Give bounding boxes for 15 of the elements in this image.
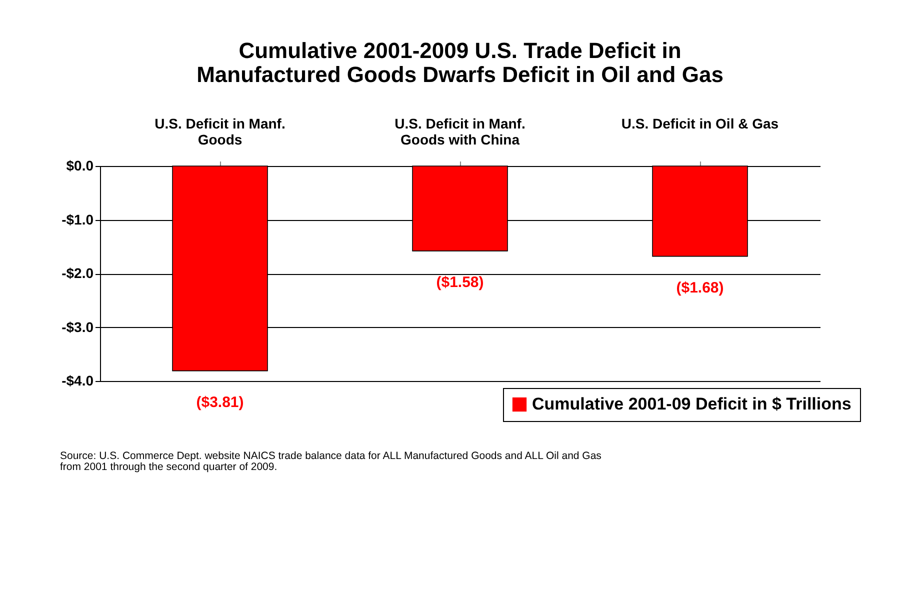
y-tick-label: -$3.0 bbox=[62, 318, 94, 335]
data-label: ($1.58) bbox=[436, 274, 484, 291]
legend-label: Cumulative 2001-09 Deficit in $ Trillions bbox=[532, 394, 852, 414]
y-tick-label: -$2.0 bbox=[62, 265, 94, 281]
x-tick-label: U.S. Deficit in Manf. Goods with China bbox=[394, 116, 526, 148]
y-tick-label: -$1.0 bbox=[62, 211, 94, 228]
y-tick-label: -$4.0 bbox=[62, 372, 94, 388]
y-tick-label: $0.0 bbox=[66, 158, 94, 174]
source-note: Source: U.S. Commerce Dept. website NAICS trade balance data for ALL Manufactured Goods and ALL Oil and Gas from 2001 through the second quarter of 2009. bbox=[60, 450, 602, 473]
data-label: ($1.68) bbox=[676, 279, 724, 296]
text: Manufactured Goods Dwarfs Deficit in Oil and Gas bbox=[196, 62, 724, 87]
x-tick-label: U.S. Deficit in Oil & Gas bbox=[621, 116, 779, 132]
x-tick-label: U.S. Deficit in Manf. Goods bbox=[154, 116, 286, 148]
data-label: ($3.81) bbox=[196, 394, 244, 411]
text: Cumulative 2001-2009 U.S. Trade Deficit in bbox=[238, 38, 682, 63]
